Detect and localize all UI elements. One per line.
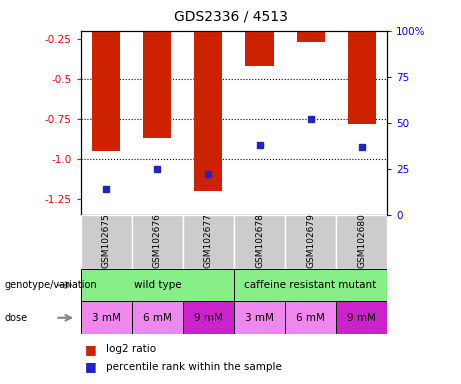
Bar [81, 269, 234, 301]
Text: ■: ■ [85, 343, 97, 356]
Bar [234, 301, 285, 334]
Bar [132, 215, 183, 269]
Text: 6 mM: 6 mM [143, 313, 172, 323]
Text: ■: ■ [85, 360, 97, 373]
Bar [81, 215, 132, 269]
Bar [336, 215, 387, 269]
Bar [234, 215, 285, 269]
Bar [183, 301, 234, 334]
Text: GDS2336 / 4513: GDS2336 / 4513 [173, 10, 288, 23]
Text: GSM102676: GSM102676 [153, 214, 162, 268]
Text: 9 mM: 9 mM [194, 313, 223, 323]
Bar [296, 31, 325, 42]
Text: GSM102678: GSM102678 [255, 214, 264, 268]
Bar [348, 31, 376, 124]
Text: dose: dose [5, 313, 28, 323]
Text: genotype/variation: genotype/variation [5, 280, 97, 290]
Text: caffeine resistant mutant: caffeine resistant mutant [244, 280, 377, 290]
Text: percentile rank within the sample: percentile rank within the sample [106, 362, 282, 372]
Bar [195, 31, 223, 191]
Text: GSM102677: GSM102677 [204, 214, 213, 268]
Bar [81, 301, 132, 334]
Bar [285, 301, 336, 334]
Bar [92, 31, 120, 151]
Bar [234, 269, 387, 301]
Text: wild type: wild type [134, 280, 181, 290]
Text: 9 mM: 9 mM [347, 313, 376, 323]
Text: GSM102680: GSM102680 [357, 214, 366, 268]
Bar [245, 31, 273, 66]
Text: 3 mM: 3 mM [92, 313, 121, 323]
Text: GSM102675: GSM102675 [102, 214, 111, 268]
Text: GSM102679: GSM102679 [306, 214, 315, 268]
Bar [132, 301, 183, 334]
Bar [143, 31, 171, 138]
Bar [285, 215, 336, 269]
Text: 6 mM: 6 mM [296, 313, 325, 323]
Text: 3 mM: 3 mM [245, 313, 274, 323]
Bar [183, 215, 234, 269]
Text: log2 ratio: log2 ratio [106, 344, 156, 354]
Bar [336, 301, 387, 334]
